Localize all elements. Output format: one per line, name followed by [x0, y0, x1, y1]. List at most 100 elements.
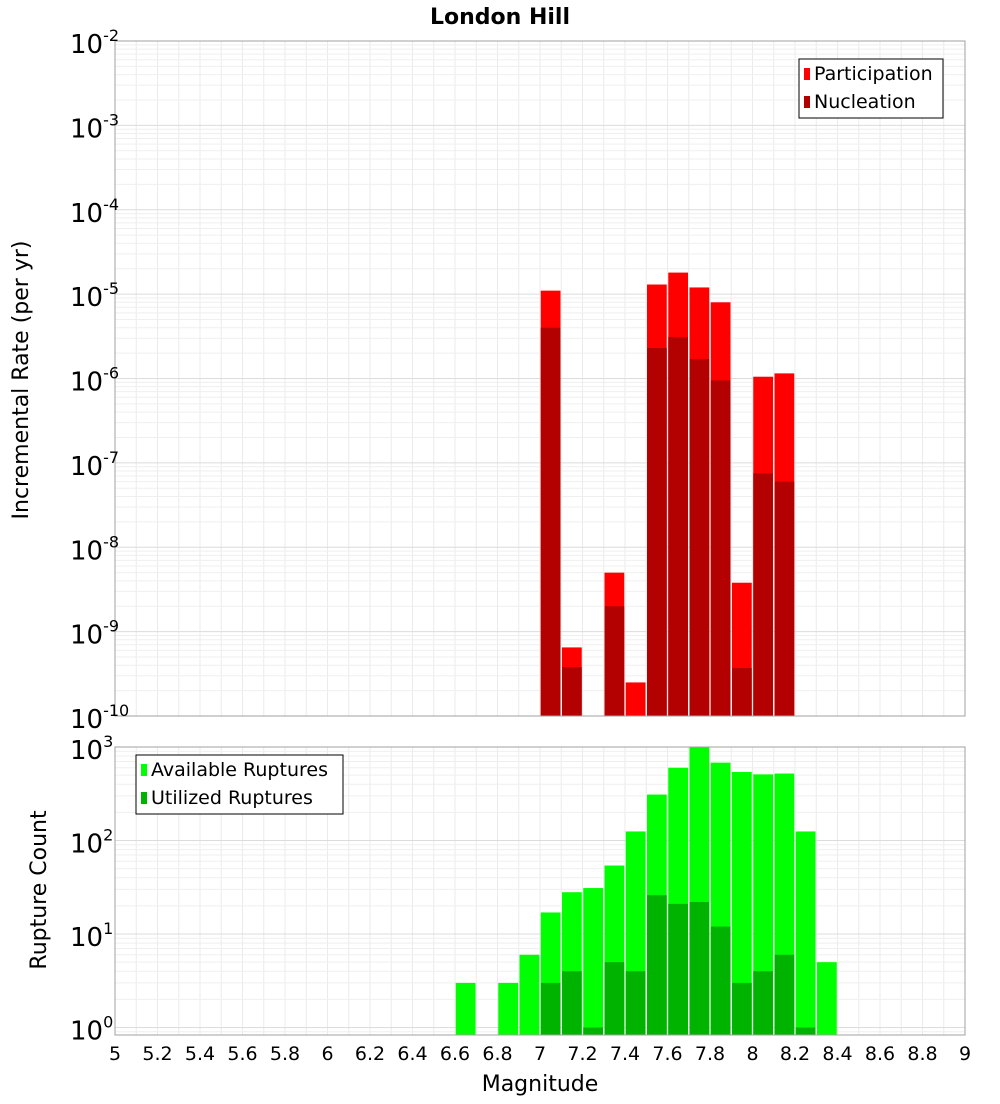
legend-swatch-available-ruptures: [141, 764, 147, 776]
x-tick-label: 6.2: [355, 1043, 385, 1065]
top-y-tick-label: 10-3: [70, 110, 119, 144]
x-tick-label: 5.8: [270, 1043, 300, 1065]
bar-available-ruptures: [583, 888, 603, 1035]
bar-available-ruptures: [732, 772, 752, 1035]
y-tick-exponent: -9: [103, 617, 119, 636]
y-tick-exponent: -2: [103, 26, 119, 45]
bar-nucleation: [604, 606, 625, 716]
y-tick-base: 10: [70, 1017, 103, 1047]
x-axis-label: Magnitude: [482, 1072, 599, 1097]
bar-available-ruptures: [498, 982, 518, 1035]
x-tick-label: 7.4: [610, 1043, 640, 1065]
bar-participation: [625, 682, 646, 716]
y-tick-base: 10: [70, 114, 103, 144]
bar-utilized-ruptures: [540, 982, 561, 1035]
y-tick-base: 10: [70, 452, 103, 482]
bar-utilized-ruptures: [668, 903, 688, 1035]
y-tick-base: 10: [70, 705, 103, 735]
y-tick-base: 10: [70, 30, 103, 60]
x-tick-label: 8.6: [865, 1043, 895, 1065]
legend-label-nucleation: Nucleation: [814, 91, 916, 113]
y-tick-exponent: -6: [103, 364, 119, 383]
y-tick-exponent: -3: [103, 110, 119, 129]
bottom-y-tick-label: 101: [70, 919, 113, 953]
x-tick-label: 5.2: [142, 1043, 172, 1065]
bar-nucleation: [540, 327, 561, 716]
x-tick-label: 8: [746, 1043, 758, 1065]
bar-available-ruptures: [817, 962, 837, 1035]
bar-utilized-ruptures: [689, 901, 710, 1035]
legend-label-available-ruptures: Available Ruptures: [151, 759, 328, 781]
bar-utilized-ruptures: [710, 926, 731, 1035]
top-y-tick-label: 10-8: [70, 532, 119, 566]
bar-utilized-ruptures: [753, 971, 773, 1035]
x-tick-label: 6.6: [440, 1043, 470, 1065]
top-y-axis-label: Incremental Rate (per yr): [9, 241, 34, 520]
y-tick-base: 10: [70, 199, 103, 229]
bar-available-ruptures: [455, 982, 476, 1035]
y-tick-exponent: -5: [103, 279, 119, 298]
legend-label-participation: Participation: [814, 63, 933, 85]
bar-nucleation: [668, 337, 688, 716]
bottom-y-axis-label: Rupture Count: [27, 810, 52, 970]
y-tick-exponent: -10: [103, 701, 129, 720]
x-tick-label: 9: [959, 1043, 971, 1065]
bottom-legend-box: [135, 754, 344, 815]
x-tick-label: 6.8: [482, 1043, 512, 1065]
y-tick-base: 10: [70, 368, 103, 398]
top-y-tick-label: 10-9: [70, 617, 119, 651]
top-legend-box: [798, 58, 944, 119]
x-tick-label: 8.4: [822, 1043, 852, 1065]
top-y-tick-label: 10-7: [70, 448, 119, 482]
y-tick-base: 10: [70, 830, 103, 860]
top-y-tick-label: 10-4: [70, 195, 119, 229]
x-tick-label: 7: [534, 1043, 546, 1065]
x-tick-label: 8.2: [780, 1043, 810, 1065]
y-tick-exponent: -7: [103, 448, 119, 467]
y-tick-base: 10: [70, 283, 103, 313]
bottom-y-tick-label: 100: [70, 1013, 113, 1047]
x-tick-label: 5.4: [185, 1043, 215, 1065]
y-tick-exponent: 2: [103, 826, 113, 845]
y-tick-exponent: 3: [103, 732, 113, 751]
y-tick-exponent: 0: [103, 1013, 113, 1032]
legend-swatch-participation: [804, 68, 810, 80]
y-tick-base: 10: [70, 736, 103, 766]
bar-nucleation: [732, 668, 752, 716]
bar-nucleation: [562, 667, 582, 716]
bar-nucleation: [647, 347, 667, 716]
bottom-y-tick-label: 102: [70, 826, 113, 860]
legend-swatch-nucleation: [804, 96, 810, 108]
bottom-bars: [455, 747, 837, 1035]
x-tick-label: 6: [321, 1043, 333, 1065]
bar-nucleation: [689, 359, 710, 716]
bar-utilized-ruptures: [583, 1027, 603, 1035]
y-tick-base: 10: [70, 536, 103, 566]
x-tick-label: 7.8: [695, 1043, 725, 1065]
bar-nucleation: [710, 380, 731, 716]
x-tick-label: 5.6: [227, 1043, 257, 1065]
bar-utilized-ruptures: [732, 982, 752, 1035]
top-y-tick-label: 10-2: [70, 26, 119, 60]
bar-utilized-ruptures: [647, 895, 667, 1035]
y-tick-exponent: -8: [103, 532, 119, 551]
x-tick-label: 7.6: [652, 1043, 682, 1065]
chart-title: London Hill: [430, 5, 570, 30]
bottom-plot-frame: [114, 746, 966, 1036]
bar-utilized-ruptures: [604, 962, 625, 1035]
top-y-tick-label: 10-5: [70, 279, 119, 313]
bar-available-ruptures: [519, 954, 540, 1035]
top-plot-frame: [114, 40, 966, 717]
bar-utilized-ruptures: [625, 971, 646, 1035]
x-axis: 5 5.2 5.4 5.6 5.8 6 6.2 6.4 6.6 6.8 7 7.2 7.4 7.6 7.8 8…: [109, 1043, 971, 1065]
top-y-tick-label: 10-10: [70, 701, 129, 735]
y-tick-exponent: 1: [103, 919, 113, 938]
y-tick-base: 10: [70, 923, 103, 953]
bottom-y-tick-label: 103: [70, 732, 113, 766]
x-tick-label: 6.4: [397, 1043, 427, 1065]
x-tick-label: 5: [109, 1043, 121, 1065]
bar-nucleation: [753, 473, 773, 716]
